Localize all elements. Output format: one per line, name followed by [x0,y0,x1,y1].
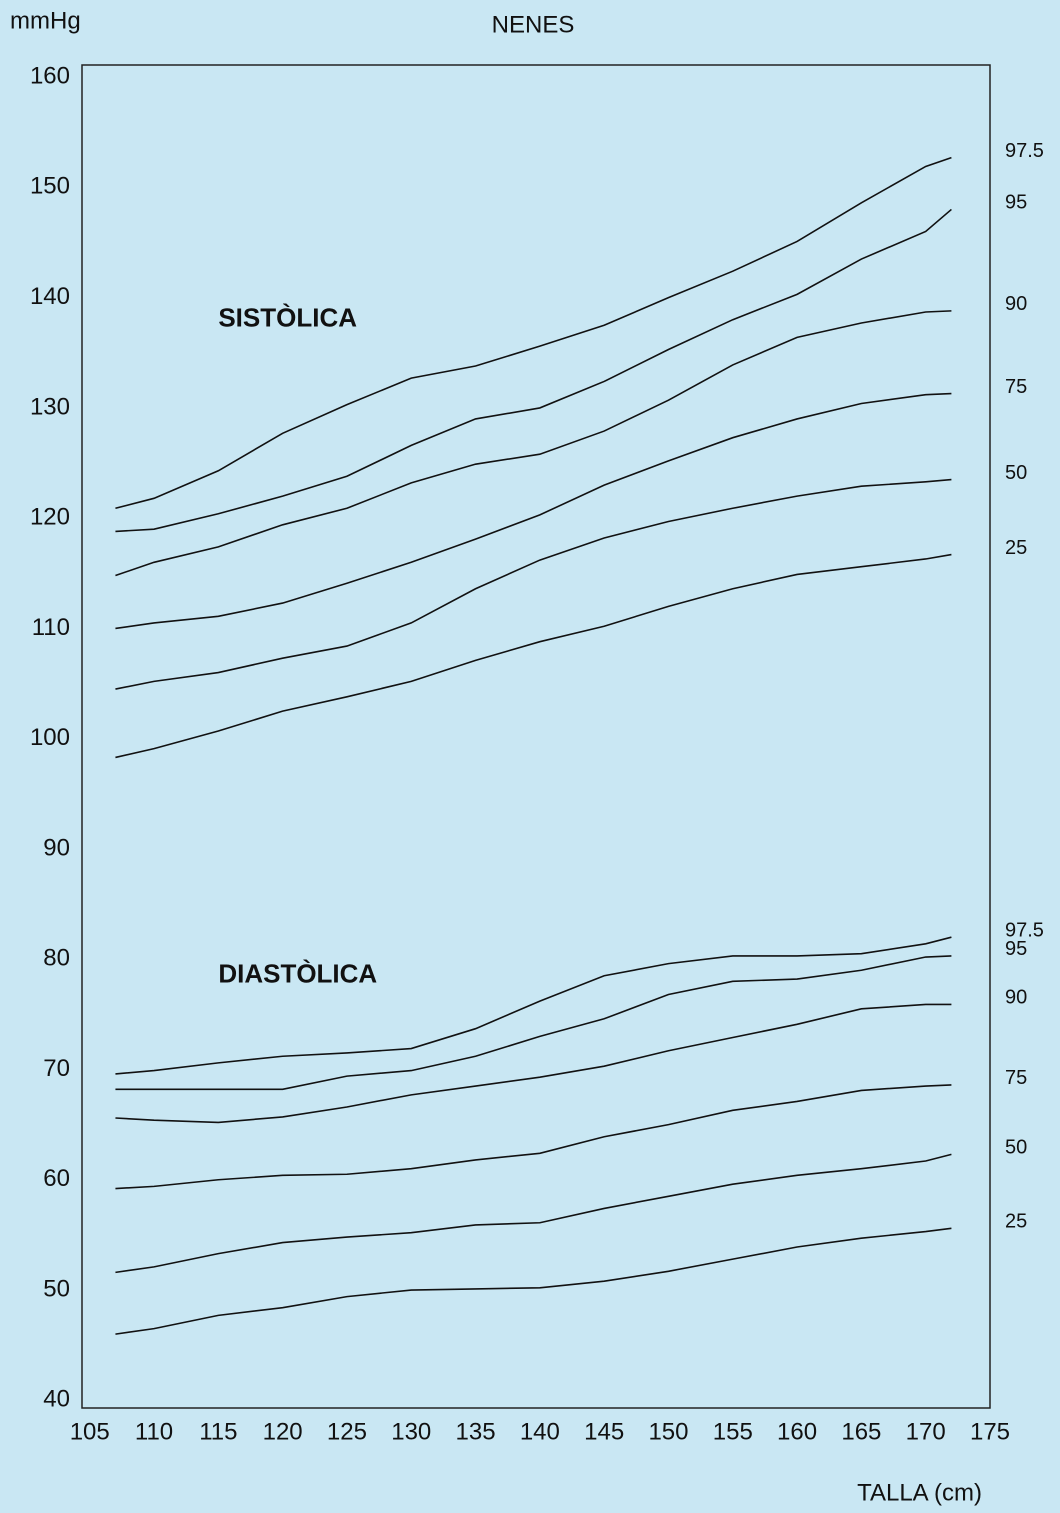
legend-label: 97.5 [1005,919,1044,941]
y-axis-label: mmHg [10,7,81,34]
y-tick-label: 40 [43,1386,70,1413]
legend-label: 95 [1005,938,1027,960]
percentile-line [115,1227,952,1335]
x-tick-label: 160 [777,1418,817,1445]
percentile-line [115,392,952,630]
legend-label: 90 [1005,987,1027,1009]
legend-label: 95 [1005,192,1027,214]
percentile-line [115,1003,952,1124]
percentile-line [115,478,952,690]
legend-label: 25 [1005,1211,1027,1233]
annotation: DIASTÒLICA [218,959,377,989]
chart-title: NENES [492,11,575,38]
x-tick-label: 110 [135,1418,173,1445]
percentile-line [115,310,952,577]
percentile-line [115,955,952,1091]
y-tick-label: 70 [43,1055,70,1082]
legend-label: 90 [1005,293,1027,315]
y-tick-label: 90 [43,834,70,861]
y-tick-label: 120 [30,504,70,531]
percentile-line [115,208,952,533]
legend-label: 97.5 [1005,140,1044,162]
x-tick-label: 135 [456,1418,496,1445]
x-tick-label: 145 [584,1418,624,1445]
y-tick-label: 50 [43,1275,70,1302]
percentile-line [115,156,952,510]
legend-label: 50 [1005,462,1027,484]
y-tick-label: 130 [30,393,70,420]
y-tick-label: 100 [30,724,70,751]
x-tick-label: 175 [970,1418,1010,1445]
x-tick-label: 130 [391,1418,431,1445]
x-tick-label: 170 [906,1418,946,1445]
percentile-line [115,1084,952,1190]
plot-frame [81,64,991,1409]
x-tick-label: 155 [713,1418,753,1445]
x-tick-label: 140 [520,1418,560,1445]
x-tick-label: 125 [327,1418,367,1445]
x-tick-label: 150 [648,1418,688,1445]
annotation: SISTÒLICA [218,303,357,333]
percentile-line [115,553,952,759]
x-tick-label: 115 [199,1418,237,1445]
x-tick-label: 120 [263,1418,303,1445]
percentile-line [115,1153,952,1274]
legend-label: 75 [1005,1067,1027,1089]
y-tick-label: 150 [30,173,70,200]
x-axis-label: TALLA (cm) [857,1479,982,1506]
y-tick-label: 140 [30,283,70,310]
y-tick-label: 80 [43,945,70,972]
y-tick-label: 60 [43,1165,70,1192]
x-tick-label: 105 [70,1418,110,1445]
y-tick-label: 110 [32,614,70,641]
legend-label: 50 [1005,1137,1027,1159]
legend-label: 75 [1005,376,1027,398]
legend-label: 25 [1005,537,1027,559]
percentile-line [115,936,952,1075]
x-tick-label: 165 [841,1418,881,1445]
y-tick-label: 160 [30,62,70,89]
